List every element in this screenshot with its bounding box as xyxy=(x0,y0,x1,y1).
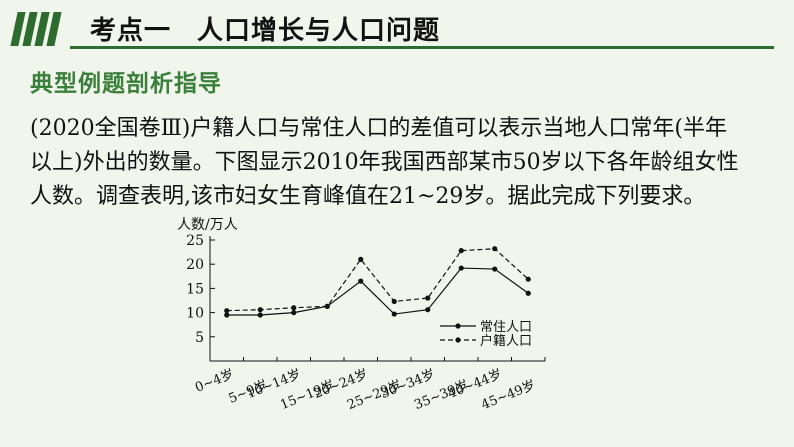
series-2-point xyxy=(425,295,431,301)
legend-marker-1 xyxy=(455,323,461,329)
legend-marker-2 xyxy=(455,337,461,343)
series-2-point xyxy=(324,303,330,309)
page-title: 考点一 人口增长与人口问题 xyxy=(90,10,440,47)
series-2-point xyxy=(291,305,297,311)
series-2-point xyxy=(525,276,531,282)
legend-label-2: 户籍人口 xyxy=(480,333,532,349)
series-1-point xyxy=(391,311,397,317)
series-2-point xyxy=(458,248,464,254)
series-2-point xyxy=(391,298,397,305)
y-tick-label: 5 xyxy=(195,330,204,346)
series-1-point xyxy=(358,278,364,284)
series-2-point xyxy=(492,246,498,252)
title-underline xyxy=(70,46,774,49)
y-tick-label: 15 xyxy=(186,281,204,297)
series-1-point xyxy=(458,265,464,271)
series-2-point xyxy=(224,308,230,314)
question-line-1: (2020全国卷Ⅲ)户籍人口与常住人口的差值可以表示当地人口常年(半年 xyxy=(30,116,727,141)
y-axis-label: 人数/万人 xyxy=(177,217,238,233)
series-1-point xyxy=(492,266,498,272)
series-1-point xyxy=(525,290,531,296)
y-tick-label: 20 xyxy=(186,257,204,273)
series-1-point xyxy=(425,307,431,313)
section-label: 考点一 xyxy=(90,16,172,46)
y-tick-label: 25 xyxy=(186,233,204,249)
series-2-point xyxy=(358,256,364,262)
section-title: 人口增长与人口问题 xyxy=(197,16,441,46)
series-1-point xyxy=(257,312,263,318)
subtitle: 典型例题剖析指导 xyxy=(30,71,222,97)
question-line-3: 人数。调查表明,该市妇女生育峰值在21~29岁。据此完成下列要求。 xyxy=(30,184,706,209)
series-1-point xyxy=(224,312,230,318)
legend-label-1: 常住人口 xyxy=(480,320,532,335)
y-tick-label: 10 xyxy=(186,306,204,322)
question-text: (2020全国卷Ⅲ)户籍人口与常住人口的差值可以表示当地人口常年(半年 以上)外… xyxy=(30,112,780,214)
question-line-2: 以上)外出的数量。下图显示2010年我国西部某市50岁以下各年龄组女性 xyxy=(30,150,739,175)
series-line-2 xyxy=(226,248,529,312)
series-2-point xyxy=(257,307,263,313)
series-line-1 xyxy=(226,267,529,316)
series-1-point xyxy=(291,310,297,316)
